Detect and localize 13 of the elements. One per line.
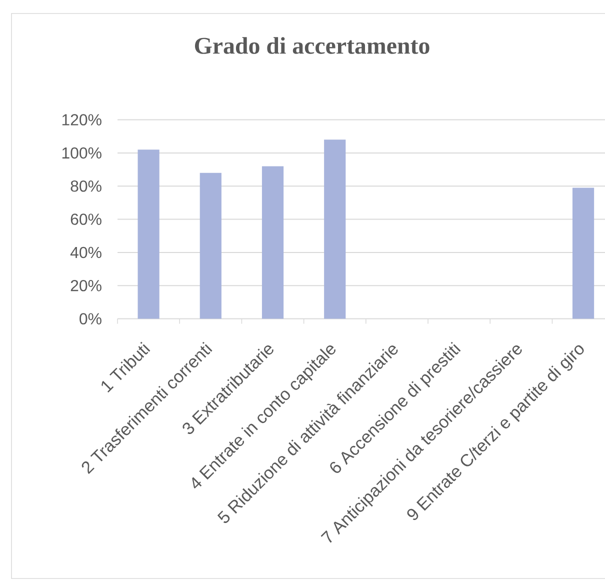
y-tick-label: 20% (70, 280, 102, 292)
y-tick-label: 80% (70, 180, 102, 192)
bar (262, 166, 284, 319)
bar (572, 188, 594, 319)
y-tick-label: 0% (80, 313, 102, 324)
y-tick-label: 120% (62, 114, 102, 126)
y-tick-label: 40% (70, 246, 102, 258)
bar (200, 172, 222, 319)
bar (324, 140, 346, 319)
y-tick-label: 100% (62, 147, 102, 159)
bar (138, 150, 160, 319)
chart-title: Grado di accertamento (194, 37, 430, 54)
y-tick-label: 60% (70, 214, 102, 225)
